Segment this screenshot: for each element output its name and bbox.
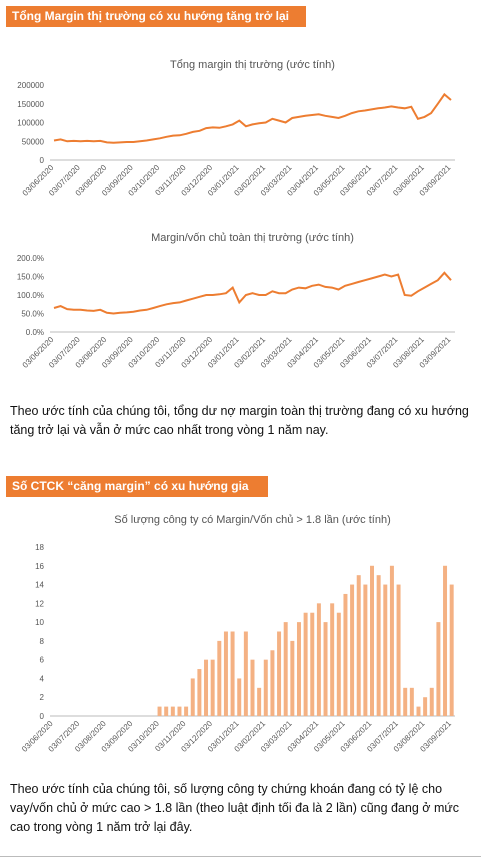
- y-tick-label: 150.0%: [17, 273, 44, 282]
- bar: [323, 622, 328, 716]
- y-tick-label: 2: [40, 693, 45, 702]
- bar: [356, 575, 361, 716]
- section-heading: Tổng Margin thị trường có xu hướng tăng …: [6, 6, 306, 27]
- bar: [343, 593, 348, 716]
- line-series: [53, 92, 452, 144]
- y-tick-label: 0: [40, 156, 45, 165]
- bar: [449, 584, 454, 716]
- y-tick-label: 150000: [17, 100, 44, 109]
- bar: [263, 659, 268, 716]
- paragraph: Theo ước tính của chúng tôi, tổng dư nợ …: [10, 404, 469, 437]
- y-tick-label: 18: [35, 543, 44, 552]
- bar: [257, 687, 262, 716]
- bar: [296, 622, 301, 716]
- bar: [443, 565, 448, 716]
- bar: [310, 612, 315, 716]
- bar: [164, 706, 169, 716]
- bar: [316, 603, 321, 716]
- y-tick-label: 10: [35, 618, 44, 627]
- y-tick-label: 14: [35, 581, 44, 590]
- bar: [217, 640, 222, 716]
- y-tick-label: 50000: [22, 137, 45, 146]
- bar: [237, 678, 242, 716]
- y-tick-label: 100.0%: [17, 291, 44, 300]
- bar: [383, 584, 388, 716]
- bar: [330, 603, 335, 716]
- bar: [190, 678, 195, 716]
- bar: [423, 697, 428, 716]
- chart-title: Margin/vốn chủ toàn thị trường (ước tính…: [151, 232, 354, 244]
- bar: [277, 631, 282, 716]
- bar: [270, 650, 275, 716]
- y-tick-label: 8: [40, 637, 45, 646]
- bar: [370, 565, 374, 716]
- bar: [283, 622, 288, 716]
- y-tick-label: 4: [40, 674, 45, 683]
- bar: [363, 584, 368, 716]
- bar: [170, 706, 175, 716]
- bar: [184, 706, 189, 716]
- paragraph: Theo ước tính của chúng tôi, số lượng cô…: [10, 782, 460, 834]
- bar: [243, 631, 248, 716]
- bar: [376, 575, 381, 716]
- chart: Margin/vốn chủ toàn thị trường (ước tính…: [17, 232, 455, 370]
- bar: [157, 706, 162, 716]
- bar: [429, 687, 434, 716]
- chart-title: Số lượng công ty có Margin/Vốn chủ > 1.8…: [114, 514, 391, 526]
- chart: Tổng margin thị trường (ước tính) 0 50000 1…: [17, 59, 455, 198]
- bar: [403, 687, 408, 716]
- bar: [250, 659, 255, 716]
- y-tick-label: 50.0%: [21, 310, 44, 319]
- y-tick-label: 100000: [17, 119, 44, 128]
- y-tick-label: 16: [35, 562, 44, 571]
- y-tick-label: 6: [40, 656, 45, 665]
- bar: [230, 631, 235, 716]
- chart: Số lượng công ty có Margin/Vốn chủ > 1.8…: [20, 514, 455, 754]
- bar: [436, 622, 441, 716]
- line-series: [53, 271, 452, 315]
- bar: [197, 669, 202, 716]
- y-tick-label: 0.0%: [26, 328, 44, 337]
- bar: [416, 706, 421, 716]
- y-tick-label: 200000: [17, 81, 44, 90]
- divider: [0, 856, 481, 857]
- bar: [336, 612, 341, 716]
- bar: [210, 659, 215, 716]
- y-tick-label: 12: [35, 599, 44, 608]
- bar: [177, 706, 182, 716]
- y-tick-label: 0: [40, 712, 45, 721]
- section-heading: Số CTCK “căng margin” có xu hướng gia tă…: [6, 476, 268, 514]
- y-tick-label: 200.0%: [17, 254, 44, 263]
- bar: [396, 584, 401, 716]
- bar: [303, 612, 308, 716]
- bar: [223, 631, 228, 716]
- chart-title: Tổng margin thị trường (ước tính): [170, 59, 335, 71]
- bar: [389, 565, 394, 716]
- bar: [290, 640, 295, 716]
- bar: [409, 687, 414, 716]
- bar: [350, 584, 355, 716]
- bar: [204, 659, 209, 716]
